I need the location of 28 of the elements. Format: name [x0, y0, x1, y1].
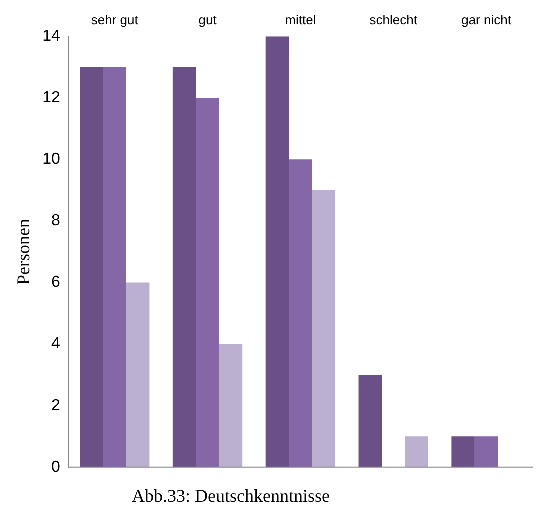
y-axis-title: Personen: [14, 219, 34, 285]
bar: [126, 282, 150, 468]
bar: [358, 375, 382, 468]
bar: [405, 436, 428, 468]
y-tick-label: 12: [42, 90, 60, 107]
bar: [80, 67, 104, 468]
x-tick-label: gut: [198, 12, 218, 28]
x-tick-label: gar nicht: [462, 12, 512, 28]
bar: [312, 190, 336, 468]
y-tick-label: 14: [42, 28, 60, 46]
y-tick-label: 10: [42, 151, 60, 168]
x-tick-label: sehr gut: [91, 12, 139, 28]
y-tick-label: 8: [51, 212, 60, 230]
bar: [196, 98, 220, 468]
bar: [219, 344, 243, 468]
bar: [172, 67, 196, 468]
y-tick-label: 4: [51, 336, 60, 353]
y-tick-label: 0: [51, 458, 60, 476]
x-tick-label: mittel: [285, 12, 316, 28]
bar: [103, 67, 126, 468]
bar: [289, 160, 312, 468]
bar: [266, 36, 290, 468]
y-tick-label: 6: [51, 274, 60, 292]
bar: [474, 436, 498, 468]
x-tick-label: schlecht: [370, 12, 418, 28]
caption: Abb.33: Deutschkenntnisse: [132, 486, 330, 507]
bar: [452, 436, 475, 468]
y-tick-label: 2: [51, 397, 60, 414]
